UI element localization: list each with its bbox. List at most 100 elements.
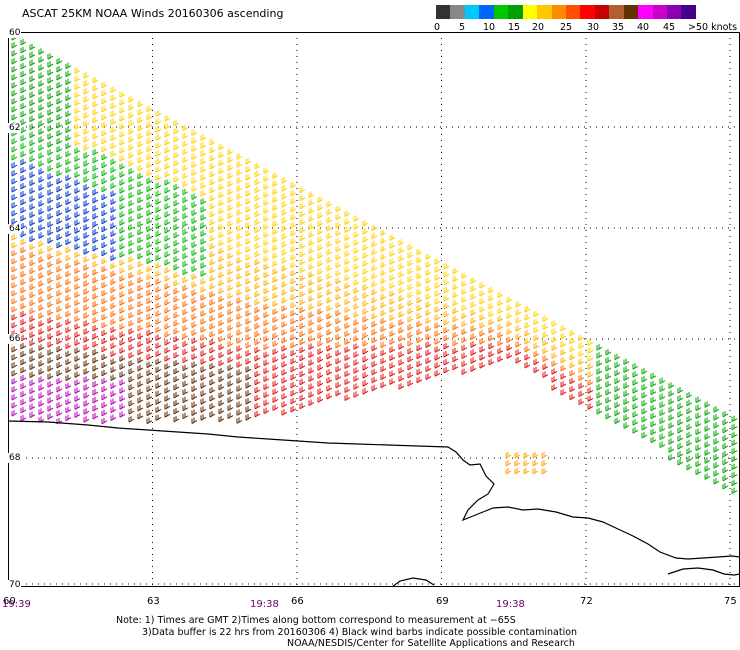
wind-barb [128, 192, 135, 199]
wind-barb [110, 230, 117, 238]
wind-barb [713, 438, 720, 445]
wind-barb [452, 307, 459, 315]
wind-barb [56, 65, 63, 73]
wind-barb [245, 374, 252, 381]
wind-barb [20, 142, 27, 150]
wind-barb [668, 390, 675, 397]
wind-barb [326, 297, 333, 304]
wind-barb [362, 268, 369, 275]
wind-barb [119, 91, 126, 98]
wind-barb [470, 341, 477, 348]
lon-label-60: 60 [3, 596, 16, 607]
wind-barb [326, 353, 333, 360]
wind-barb [47, 77, 54, 84]
wind-barb [200, 214, 207, 221]
wind-barb [182, 180, 189, 188]
wind-barb [164, 307, 171, 314]
wind-barb [299, 370, 306, 378]
wind-barb [605, 404, 612, 412]
wind-barb [245, 318, 252, 325]
wind-barb [488, 310, 495, 318]
wind-barb [101, 329, 108, 337]
wind-barb [704, 401, 711, 408]
wind-barb [227, 388, 234, 396]
wind-barb [362, 292, 369, 299]
wind-barb [533, 358, 540, 366]
wind-barb [65, 222, 72, 230]
wind-barb [11, 298, 18, 305]
wind-barb [218, 191, 225, 199]
wind-barb [479, 354, 486, 361]
wind-barb [641, 392, 648, 399]
wind-barb [362, 276, 369, 283]
wind-barb [83, 376, 90, 383]
wind-barb [20, 350, 27, 358]
wind-barb [479, 298, 486, 305]
wind-barb [344, 298, 351, 306]
wind-barb [371, 368, 378, 376]
wind-barb [272, 252, 279, 259]
wind-barb [335, 205, 342, 213]
wind-barb [542, 347, 549, 354]
wind-barb [119, 371, 126, 378]
wind-barb [425, 325, 432, 332]
wind-barb [281, 377, 288, 384]
wind-barb [92, 381, 99, 388]
wind-barb [47, 197, 54, 204]
wind-barb [299, 322, 306, 330]
wind-barb [101, 385, 108, 393]
wind-barb [281, 305, 288, 312]
wind-barb [110, 142, 117, 150]
wind-barb [101, 257, 108, 265]
wind-barb [668, 438, 675, 445]
wind-barb [335, 325, 342, 333]
wind-barb [29, 155, 36, 163]
wind-barb [38, 248, 45, 255]
wind-barb [92, 293, 99, 300]
wind-barb [110, 406, 117, 414]
wind-barb [209, 139, 216, 146]
wind-barb [506, 328, 513, 335]
wind-barb [272, 348, 279, 355]
wind-barb [245, 294, 252, 301]
wind-barb [353, 311, 360, 318]
wind-barb [74, 299, 81, 306]
wind-barb [119, 243, 126, 250]
wind-barb [245, 414, 252, 421]
wind-barb [119, 347, 126, 354]
wind-barb [434, 298, 441, 305]
wind-barb [164, 243, 171, 250]
wind-barb [173, 255, 180, 263]
wind-barb [83, 192, 90, 199]
wind-barb [200, 134, 207, 141]
wind-barb [479, 314, 486, 321]
wind-barb [155, 214, 162, 221]
wind-barb [29, 299, 36, 307]
wind-barb [92, 325, 99, 332]
wind-barb [20, 262, 27, 270]
wind-barb [290, 277, 297, 285]
wind-barb [704, 449, 711, 456]
wind-barb [137, 404, 144, 412]
wind-barb [56, 129, 63, 137]
wind-barb [65, 230, 72, 238]
wind-barb [128, 120, 135, 127]
wind-barb [65, 374, 72, 382]
wind-barb [461, 272, 468, 280]
wind-barb [353, 279, 360, 286]
wind-map[interactable] [8, 32, 740, 587]
wind-barb [11, 114, 18, 121]
wind-barb [164, 283, 171, 290]
wind-barb [146, 409, 153, 417]
wind-barb [704, 433, 711, 440]
wind-barb [182, 332, 189, 340]
wind-barb [29, 291, 36, 299]
wind-barb [263, 223, 270, 231]
wind-barb [56, 313, 63, 321]
wind-barb [218, 287, 225, 295]
wind-barb [326, 233, 333, 240]
wind-barb [326, 321, 333, 328]
wind-barb [308, 303, 315, 310]
wind-barb [326, 313, 333, 320]
wind-barb [146, 169, 153, 177]
